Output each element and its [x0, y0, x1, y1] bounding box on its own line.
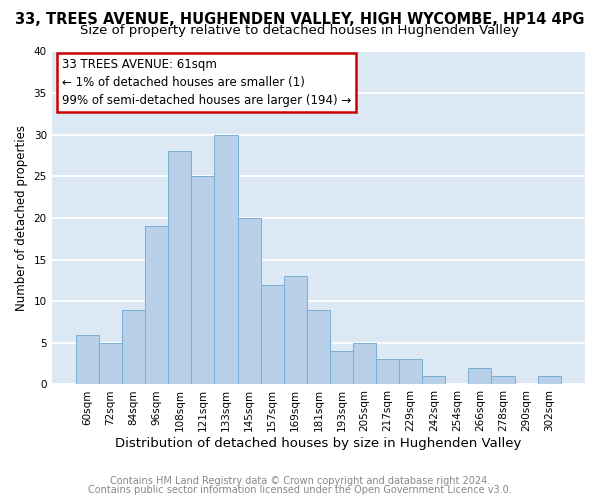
Bar — [168, 152, 191, 384]
Text: 33 TREES AVENUE: 61sqm
← 1% of detached houses are smaller (1)
99% of semi-detac: 33 TREES AVENUE: 61sqm ← 1% of detached … — [62, 58, 351, 107]
Bar — [307, 310, 330, 384]
Bar — [538, 376, 561, 384]
Bar — [122, 310, 145, 384]
Text: Contains HM Land Registry data © Crown copyright and database right 2024.: Contains HM Land Registry data © Crown c… — [110, 476, 490, 486]
Bar — [284, 276, 307, 384]
Bar — [99, 343, 122, 384]
X-axis label: Distribution of detached houses by size in Hughenden Valley: Distribution of detached houses by size … — [115, 437, 521, 450]
Bar — [330, 351, 353, 384]
Bar — [238, 218, 260, 384]
Bar — [399, 360, 422, 384]
Bar — [376, 360, 399, 384]
Y-axis label: Number of detached properties: Number of detached properties — [15, 125, 28, 311]
Bar — [260, 284, 284, 384]
Bar — [145, 226, 168, 384]
Bar — [422, 376, 445, 384]
Bar — [76, 334, 99, 384]
Text: 33, TREES AVENUE, HUGHENDEN VALLEY, HIGH WYCOMBE, HP14 4PG: 33, TREES AVENUE, HUGHENDEN VALLEY, HIGH… — [15, 12, 585, 28]
Bar — [214, 134, 238, 384]
Bar — [191, 176, 214, 384]
Text: Size of property relative to detached houses in Hughenden Valley: Size of property relative to detached ho… — [80, 24, 520, 37]
Text: Contains public sector information licensed under the Open Government Licence v3: Contains public sector information licen… — [88, 485, 512, 495]
Bar — [353, 343, 376, 384]
Bar — [469, 368, 491, 384]
Bar — [491, 376, 515, 384]
